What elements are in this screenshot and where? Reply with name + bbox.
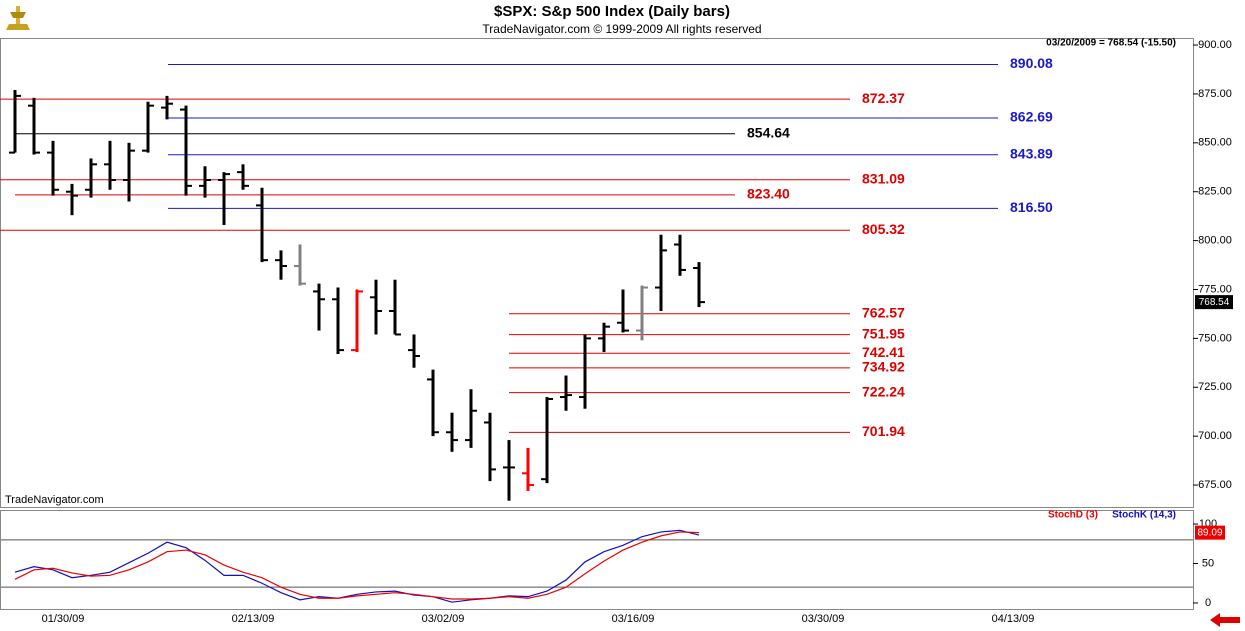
level-label: 722.24 xyxy=(862,383,905,399)
last-value-box xyxy=(1195,525,1225,540)
level-label: 701.94 xyxy=(862,423,905,439)
level-label: 751.95 xyxy=(862,325,905,341)
y-tick-label: 700.00 xyxy=(1198,430,1232,442)
last-price-box xyxy=(1195,295,1233,310)
last-price-label: 768.54 xyxy=(1199,297,1230,308)
level-label: 831.09 xyxy=(862,171,905,187)
y-tick-label: 775.00 xyxy=(1198,283,1232,295)
y-tick-label: 675.00 xyxy=(1198,479,1232,491)
y-tick-label: 0 xyxy=(1205,597,1211,609)
y-tick-label: 850.00 xyxy=(1198,137,1232,149)
y-tick-label: 900.00 xyxy=(1198,39,1232,51)
x-tick-label: 03/16/09 xyxy=(612,613,655,625)
level-label: 843.89 xyxy=(1010,145,1053,161)
x-tick-label: 04/13/09 xyxy=(992,613,1035,625)
level-label: 762.57 xyxy=(862,305,905,321)
level-label: 734.92 xyxy=(862,359,905,375)
x-tick-label: 01/30/09 xyxy=(42,613,85,625)
legend-entry: StochK (14,3) xyxy=(1112,510,1176,521)
last-value-label: 89.09 xyxy=(1197,527,1222,538)
level-label: 805.32 xyxy=(862,221,905,237)
level-label: 872.37 xyxy=(862,90,905,106)
y-tick-label: 50 xyxy=(1202,557,1214,569)
x-tick-label: 02/13/09 xyxy=(232,613,275,625)
x-tick-label: 03/02/09 xyxy=(422,613,465,625)
level-label: 862.69 xyxy=(1010,109,1053,125)
y-tick-label: 750.00 xyxy=(1198,332,1232,344)
scroll-arrow[interactable] xyxy=(1210,613,1240,627)
watermark: TradeNavigator.com xyxy=(5,494,104,506)
y-tick-label: 825.00 xyxy=(1198,186,1232,198)
level-label: 823.40 xyxy=(747,186,790,202)
x-tick-label: 03/30/09 xyxy=(802,613,845,625)
chart-subtitle: TradeNavigator.com © 1999-2009 All right… xyxy=(482,22,761,36)
stoch-line xyxy=(14,529,700,603)
y-tick-label: 875.00 xyxy=(1198,88,1232,100)
level-label: 742.41 xyxy=(862,344,905,360)
stoch-panel xyxy=(0,510,1194,610)
y-tick-label: 725.00 xyxy=(1198,381,1232,393)
price-panel xyxy=(0,38,1194,508)
level-label: 816.50 xyxy=(1010,199,1053,215)
stoch-line xyxy=(14,531,700,600)
level-label: 854.64 xyxy=(747,124,790,140)
legend-entry: StochD (3) xyxy=(1048,510,1098,521)
y-tick-label: 800.00 xyxy=(1198,235,1232,247)
header-note: 03/20/2009 = 768.54 (-15.50) xyxy=(1046,38,1176,49)
level-label: 890.08 xyxy=(1010,55,1053,71)
logo xyxy=(6,6,30,30)
chart-title: $SPX: S&p 500 Index (Daily bars) xyxy=(494,3,730,20)
